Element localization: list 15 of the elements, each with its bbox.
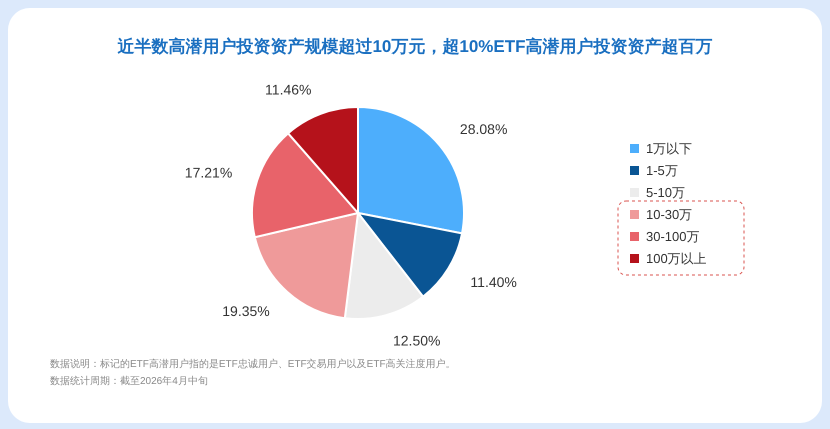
data-label: 11.40%: [470, 274, 517, 290]
legend-label: 30-100万: [646, 229, 700, 244]
text: 数据统计周期：截至2026年4月中旬: [50, 375, 208, 387]
legend-label: 5-10万: [646, 185, 686, 200]
data-label: 28.08%: [460, 121, 508, 138]
data-label: 17.21%: [184, 164, 232, 181]
legend-label: 10-30万: [646, 207, 692, 222]
data-label: 12.50%: [392, 332, 440, 348]
legend-label: 1-5万: [646, 163, 678, 178]
text: 数据说明：标记的ETF高潜用户指的是ETF忠诚用户、ETF交易用户以及ETF高关注度用户。: [50, 358, 456, 370]
chart-title: 近半数高潜用户投资资产规模超过10万元，超10%ETF高潜用户投资资产超百万: [116, 37, 713, 56]
data-label: 11.46%: [265, 81, 312, 98]
legend-label: 100万以上: [646, 251, 707, 266]
data-label: 19.35%: [222, 303, 270, 320]
legend-label: 1万以下: [646, 141, 692, 156]
